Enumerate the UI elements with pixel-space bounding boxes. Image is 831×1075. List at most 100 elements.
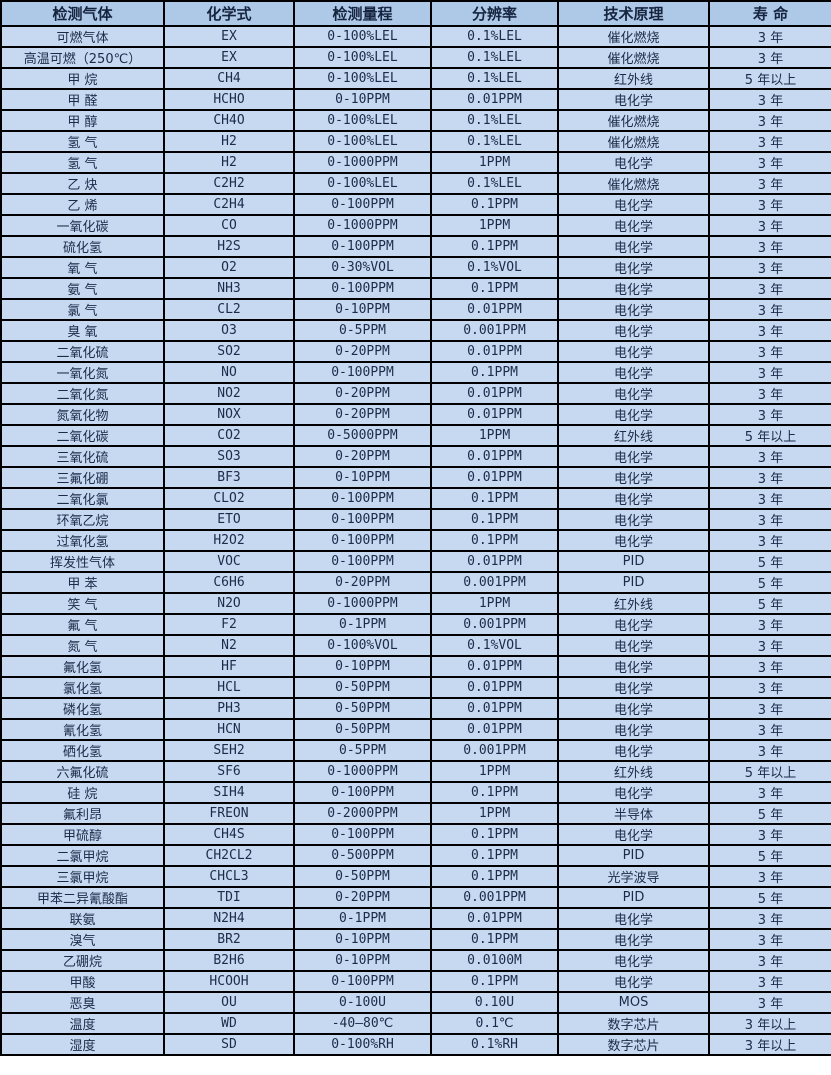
- table-row: 氟利昂 FREON 0-2000PPM 1PPM 半导体 5 年: [0, 802, 831, 825]
- gas_name-cell: 溴气: [0, 928, 165, 951]
- principle-cell: PID: [557, 886, 710, 909]
- table-row: 氢 气 H2 0-100%LEL 0.1%LEL 催化燃烧 3 年: [0, 130, 831, 153]
- range-cell: 0-100%LEL: [293, 46, 432, 69]
- formula-cell: NO2: [163, 382, 295, 405]
- gas_name-cell: 氢 气: [0, 130, 165, 153]
- resolution-cell: 0.01PPM: [430, 697, 559, 720]
- range-cell: 0-50PPM: [293, 697, 432, 720]
- range-cell: 0-1000PPM: [293, 592, 432, 615]
- range-cell: 0-20PPM: [293, 403, 432, 426]
- resolution-cell: 0.1PPM: [430, 844, 559, 867]
- principle-cell: 电化学: [557, 739, 710, 762]
- gas_name-cell: 磷化氢: [0, 697, 165, 720]
- lifespan-cell: 3 年: [708, 172, 831, 195]
- resolution-cell: 0.1℃: [430, 1012, 559, 1035]
- table-row: 一氧化氮 NO 0-100PPM 0.1PPM 电化学 3 年: [0, 361, 831, 384]
- resolution-cell: 0.1PPM: [430, 928, 559, 951]
- resolution-cell: 0.001PPM: [430, 571, 559, 594]
- lifespan-cell: 5 年以上: [708, 760, 831, 783]
- formula-cell: HF: [163, 655, 295, 678]
- principle-cell: 电化学: [557, 970, 710, 993]
- lifespan-cell: 3 年: [708, 865, 831, 888]
- table-row: 二氯甲烷 CH2CL2 0-500PPM 0.1PPM PID 5 年: [0, 844, 831, 867]
- resolution-cell: 0.01PPM: [430, 382, 559, 405]
- resolution-cell: 0.01PPM: [430, 340, 559, 363]
- principle-cell: 数字芯片: [557, 1033, 710, 1056]
- table-row: 三氟化硼 BF3 0-10PPM 0.01PPM 电化学 3 年: [0, 466, 831, 489]
- range-cell: 0-50PPM: [293, 676, 432, 699]
- formula-cell: ETO: [163, 508, 295, 531]
- range-cell: 0-1000PPM: [293, 760, 432, 783]
- range-cell: 0-100%LEL: [293, 109, 432, 132]
- table-row: 硅 烷 SIH4 0-100PPM 0.1PPM 电化学 3 年: [0, 781, 831, 804]
- principle-cell: 电化学: [557, 382, 710, 405]
- lifespan-cell: 5 年以上: [708, 67, 831, 90]
- lifespan-cell: 3 年: [708, 529, 831, 552]
- range-cell: 0-1PPM: [293, 613, 432, 636]
- lifespan-cell: 3 年以上: [708, 1012, 831, 1035]
- gas_name-cell: 氟化氢: [0, 655, 165, 678]
- formula-cell: BR2: [163, 928, 295, 951]
- principle-cell: 电化学: [557, 277, 710, 300]
- lifespan-cell: 3 年: [708, 508, 831, 531]
- lifespan-cell: 3 年: [708, 25, 831, 48]
- resolution-cell: 0.01PPM: [430, 403, 559, 426]
- principle-cell: 电化学: [557, 298, 710, 321]
- range-cell: 0-100PPM: [293, 235, 432, 258]
- range-cell: 0-100U: [293, 991, 432, 1014]
- principle-cell: PID: [557, 550, 710, 573]
- lifespan-cell: 3 年: [708, 949, 831, 972]
- lifespan-cell: 3 年: [708, 193, 831, 216]
- principle-cell: 电化学: [557, 256, 710, 279]
- resolution-cell: 0.001PPM: [430, 739, 559, 762]
- principle-cell: 半导体: [557, 802, 710, 825]
- resolution-cell: 0.1PPM: [430, 235, 559, 258]
- formula-cell: NOX: [163, 403, 295, 426]
- principle-cell: 催化燃烧: [557, 130, 710, 153]
- lifespan-cell: 3 年: [708, 46, 831, 69]
- principle-cell: 电化学: [557, 508, 710, 531]
- table-row: 硫化氢 H2S 0-100PPM 0.1PPM 电化学 3 年: [0, 235, 831, 258]
- table-row: 六氟化硫 SF6 0-1000PPM 1PPM 红外线 5 年以上: [0, 760, 831, 783]
- formula-cell: SIH4: [163, 781, 295, 804]
- gas_name-cell: 六氟化硫: [0, 760, 165, 783]
- gas_name-cell: 乙硼烷: [0, 949, 165, 972]
- table-row: 甲硫醇 CH4S 0-100PPM 0.1PPM 电化学 3 年: [0, 823, 831, 846]
- formula-cell: VOC: [163, 550, 295, 573]
- range-cell: 0-100PPM: [293, 277, 432, 300]
- gas_name-cell: 甲 醇: [0, 109, 165, 132]
- principle-cell: 红外线: [557, 760, 710, 783]
- gas_name-cell: 甲 醛: [0, 88, 165, 111]
- range-cell: 0-100PPM: [293, 361, 432, 384]
- gas_name-cell: 二氧化碳: [0, 424, 165, 447]
- principle-cell: 电化学: [557, 466, 710, 489]
- gas_name-cell: 甲 烷: [0, 67, 165, 90]
- resolution-cell: 0.1%VOL: [430, 634, 559, 657]
- formula-cell: HCHO: [163, 88, 295, 111]
- principle-cell: 催化燃烧: [557, 109, 710, 132]
- principle-cell: 催化燃烧: [557, 46, 710, 69]
- principle-cell: 电化学: [557, 718, 710, 741]
- lifespan-cell: 3 年: [708, 970, 831, 993]
- gas_name-cell: 硫化氢: [0, 235, 165, 258]
- lifespan-cell: 3 年: [708, 613, 831, 636]
- lifespan-cell: 3 年: [708, 991, 831, 1014]
- formula-cell: SD: [163, 1033, 295, 1056]
- range-cell: 0-100%LEL: [293, 67, 432, 90]
- gas_name-cell: 氟利昂: [0, 802, 165, 825]
- gas_name-cell: 甲硫醇: [0, 823, 165, 846]
- principle-cell: 电化学: [557, 361, 710, 384]
- formula-cell: O3: [163, 319, 295, 342]
- column-header-formula: 化学式: [163, 0, 295, 27]
- resolution-cell: 0.1PPM: [430, 529, 559, 552]
- gas_name-cell: 氨 气: [0, 277, 165, 300]
- lifespan-cell: 3 年: [708, 739, 831, 762]
- principle-cell: 电化学: [557, 403, 710, 426]
- resolution-cell: 0.01PPM: [430, 676, 559, 699]
- resolution-cell: 0.001PPM: [430, 319, 559, 342]
- table-row: 甲 醇 CH4O 0-100%LEL 0.1%LEL 催化燃烧 3 年: [0, 109, 831, 132]
- range-cell: 0-100PPM: [293, 487, 432, 510]
- formula-cell: WD: [163, 1012, 295, 1035]
- lifespan-cell: 3 年: [708, 277, 831, 300]
- resolution-cell: 0.1PPM: [430, 823, 559, 846]
